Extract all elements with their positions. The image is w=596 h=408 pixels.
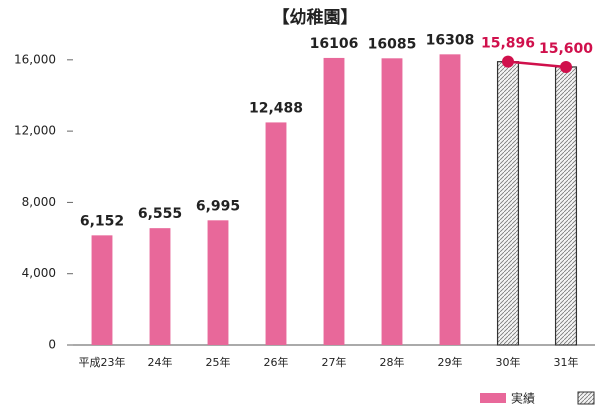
chart-title: 【幼稚園】 [273, 7, 358, 28]
bar [439, 54, 461, 345]
x-tick-label: 28年 [380, 355, 405, 369]
y-tick-label: 4,000 [22, 266, 56, 280]
projection-marker [560, 60, 572, 73]
y-tick-label: 0 [48, 338, 56, 352]
x-tick-label: 27年 [322, 355, 347, 369]
bar [207, 220, 229, 345]
bar [265, 122, 287, 345]
y-tick-label: 16,000 [14, 52, 56, 66]
x-tick-label: 平成23年 [79, 355, 126, 369]
projection-line [507, 60, 567, 69]
bar [149, 228, 171, 345]
x-tick-label: 25年 [206, 355, 231, 369]
bar [91, 235, 113, 345]
x-tick-label: 30年 [496, 355, 521, 369]
legend-swatch [577, 391, 595, 405]
bar [323, 57, 345, 345]
value-label: 6,555 [138, 206, 182, 222]
value-label: 6,995 [196, 198, 240, 214]
projected-bar [496, 61, 520, 346]
y-tick-label: 8,000 [22, 195, 56, 209]
x-tick-label: 24年 [148, 355, 173, 369]
x-tick-label: 31年 [554, 355, 579, 369]
value-label: 15,896 [481, 36, 535, 52]
y-tick-label: 12,000 [14, 124, 56, 138]
projection-marker [502, 55, 514, 68]
projected-bar [554, 66, 578, 346]
legend-label: 実績 [511, 391, 535, 406]
x-tick-label: 26年 [264, 355, 289, 369]
value-label: 12,488 [249, 100, 303, 116]
value-label: 16106 [310, 36, 359, 52]
value-label: 6,152 [80, 213, 124, 229]
legend-swatch [480, 393, 506, 403]
x-tick-label: 29年 [438, 355, 463, 369]
bar [381, 58, 403, 345]
value-label: 16085 [368, 36, 417, 52]
value-label: 15,600 [539, 41, 593, 57]
value-label: 16308 [426, 32, 475, 48]
